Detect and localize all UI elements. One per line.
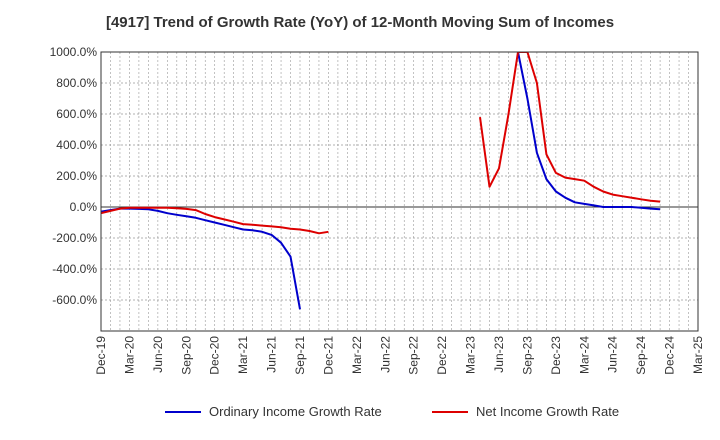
chart-title: [4917] Trend of Growth Rate (YoY) of 12-… (105, 14, 615, 31)
x-tick-label: Mar-25 (691, 336, 705, 374)
x-tick-label: Mar-22 (350, 336, 364, 374)
x-tick-label: Jun-24 (606, 336, 620, 373)
x-tick-label: Sep-21 (293, 336, 307, 375)
y-tick-label: 0.0% (70, 200, 98, 214)
series-line-ordinary (101, 207, 301, 310)
legend-ordinary-label: Ordinary Income Growth Rate (209, 404, 382, 419)
x-tick-label: Dec-24 (663, 336, 677, 375)
legend-net: Net Income Growth Rate (432, 404, 619, 419)
x-tick-label: Jun-23 (492, 336, 506, 373)
x-tick-label: Dec-23 (549, 336, 563, 375)
x-tick-label: Jun-21 (265, 336, 279, 373)
series-line-net (479, 52, 661, 203)
x-tick-label: Mar-23 (464, 336, 478, 374)
x-tick-label: Dec-19 (94, 336, 108, 375)
x-tick-label: Sep-23 (520, 336, 534, 375)
legend-ordinary: Ordinary Income Growth Rate (165, 404, 382, 419)
series-layer (101, 52, 661, 310)
y-tick-label: 400.0% (56, 138, 97, 152)
legend-ordinary-swatch (165, 410, 201, 413)
x-tick-label: Sep-22 (407, 336, 421, 375)
x-tick-label: Mar-24 (577, 336, 591, 374)
y-tick-label: 600.0% (56, 107, 97, 121)
x-tick-label: Sep-20 (179, 336, 193, 375)
x-axis-ticks: Dec-19 Mar-20 Jun-20 Sep-20 Dec-20 Mar-21 Jun-… (94, 336, 705, 375)
y-axis-ticks: 1000.0% 800.0% 600.0% 400.0% 200.0% 0.0% -200.… (50, 45, 98, 307)
x-tick-label: Jun-22 (378, 336, 392, 373)
x-tick-label: Dec-22 (435, 336, 449, 375)
plot-frame (100, 51, 699, 332)
x-tick-label: Mar-20 (122, 336, 136, 374)
x-tick-label: Sep-24 (634, 336, 648, 375)
x-tick-label: Mar-21 (236, 336, 250, 374)
x-tick-label: Jun-20 (151, 336, 165, 373)
y-tick-label: -400.0% (52, 262, 97, 276)
grid-layer (101, 51, 698, 331)
y-tick-label: 800.0% (56, 76, 97, 90)
series-line-ordinary (517, 52, 661, 211)
legend-net-swatch (432, 410, 468, 413)
x-tick-label: Dec-21 (321, 336, 335, 375)
x-tick-label: Dec-20 (208, 336, 222, 375)
series-line-net (101, 206, 329, 235)
y-tick-label: -200.0% (52, 231, 97, 245)
y-tick-label: 1000.0% (50, 45, 98, 59)
legend-net-label: Net Income Growth Rate (476, 404, 620, 419)
y-tick-label: 200.0% (56, 169, 97, 183)
y-tick-label: -600.0% (52, 293, 97, 307)
